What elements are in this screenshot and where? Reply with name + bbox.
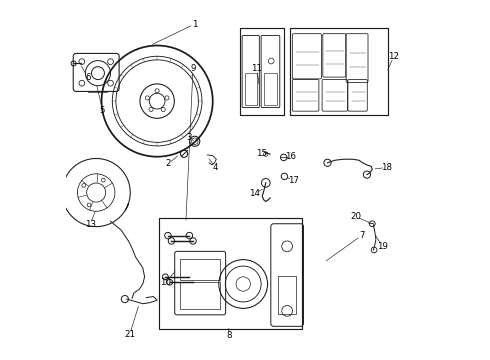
Text: 7: 7 (359, 231, 364, 240)
Bar (180, 283, 220, 309)
Text: 5: 5 (100, 105, 105, 114)
Text: 13: 13 (85, 220, 96, 229)
Text: 15: 15 (256, 149, 267, 158)
Text: 8: 8 (226, 332, 232, 341)
Bar (240, 28, 285, 116)
Bar (278, 276, 296, 315)
Text: 21: 21 (124, 330, 135, 339)
Text: 20: 20 (350, 212, 361, 221)
Text: 4: 4 (213, 163, 219, 172)
Text: 14: 14 (249, 189, 260, 198)
Text: 3: 3 (187, 133, 192, 142)
Text: 10: 10 (160, 278, 171, 287)
Text: 17: 17 (288, 176, 299, 185)
Text: 9: 9 (190, 64, 196, 73)
Bar (159, 218, 302, 329)
Text: 12: 12 (388, 52, 399, 61)
Text: 16: 16 (285, 152, 296, 161)
Bar (264, 73, 277, 105)
Bar (245, 73, 257, 105)
Text: 1: 1 (192, 19, 197, 28)
Text: 19: 19 (376, 242, 388, 251)
Bar (290, 28, 389, 116)
Text: 18: 18 (381, 163, 392, 172)
Bar (180, 260, 220, 280)
Text: 11: 11 (251, 64, 262, 73)
Text: 6: 6 (85, 73, 91, 82)
Text: 2: 2 (165, 159, 171, 168)
